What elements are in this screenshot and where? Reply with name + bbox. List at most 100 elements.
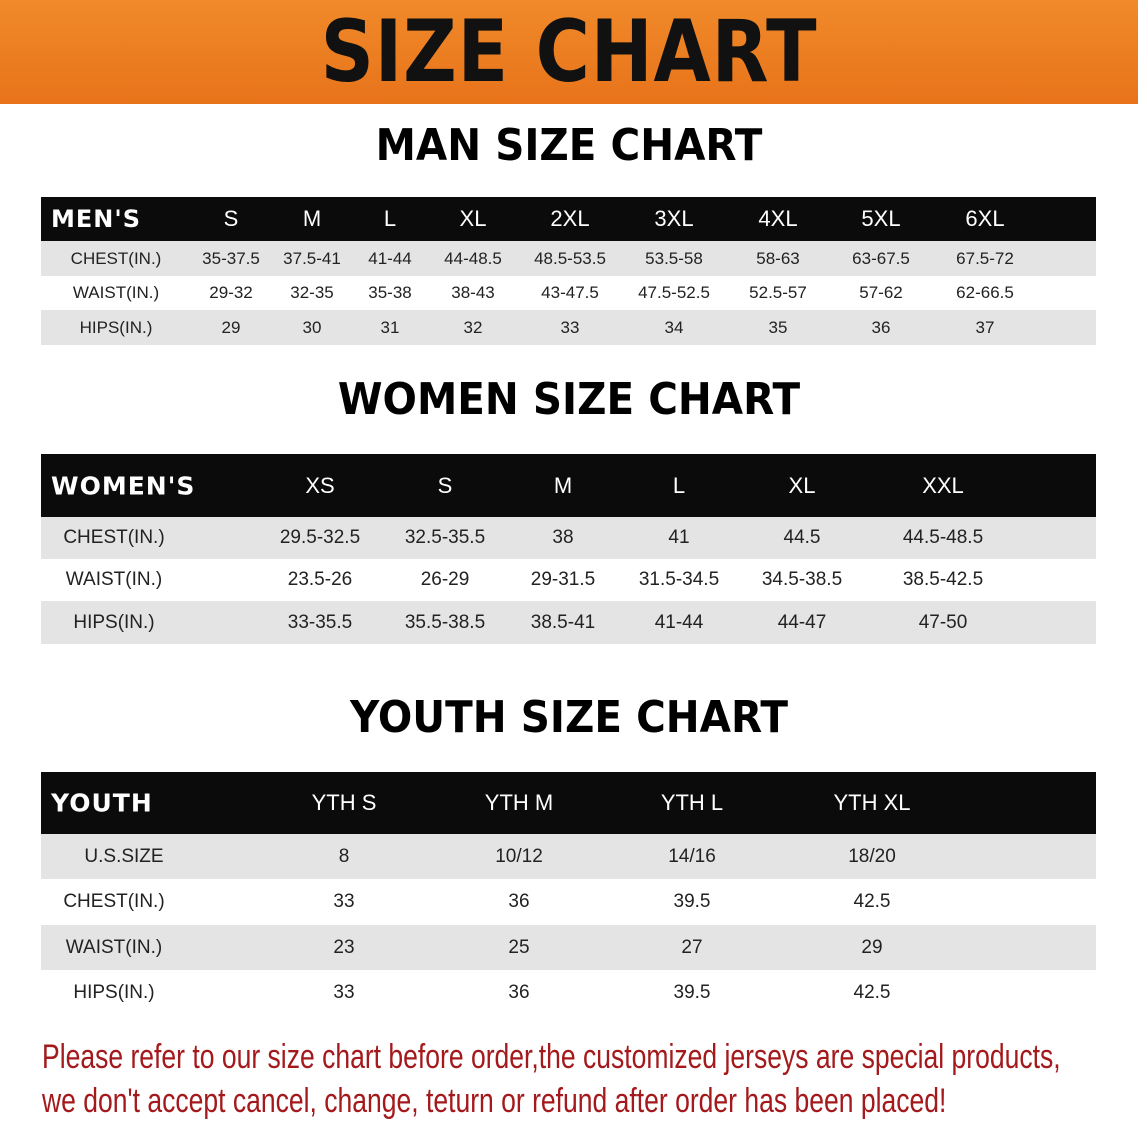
measurement-cell: 47.5-52.5 <box>638 283 710 302</box>
measurement-cell: 38.5-41 <box>530 611 596 633</box>
row-label: HIPS(IN.) <box>73 981 155 1003</box>
women-table-row: HIPS(IN.) 33-35.5 35.5-38.5 38.5-41 41-44 44-… <box>41 601 1096 644</box>
measurement-cell: 10/12 <box>495 845 543 867</box>
banner-title: SIZE CHART <box>320 2 818 102</box>
measurement-cell: 38-43 <box>451 283 495 302</box>
row-label: HIPS(IN.) <box>79 317 153 337</box>
men-header-row: MEN'S S M L XL 2XL 3XL 4XL 5XL 6XL <box>41 197 1096 241</box>
youth-table-row: U.S.SIZE 8 10/12 14/16 18/20 <box>41 834 1096 879</box>
women-header-row: WOMEN'S XS S M L XL XXL <box>41 454 1096 517</box>
row-label: WAIST(IN.) <box>65 569 163 590</box>
measurement-cell: 41-44 <box>368 248 412 268</box>
measurement-cell: 43-47.5 <box>541 283 599 302</box>
measurement-cell: 36 <box>508 981 530 1003</box>
measurement-cell: 47-50 <box>918 611 968 633</box>
youth-section-title: YOUTH SIZE CHART <box>350 692 788 743</box>
measurement-cell: 37 <box>975 317 995 337</box>
women-header-label: WOMEN'S <box>51 471 196 500</box>
measurement-cell: 62-66.5 <box>956 283 1014 302</box>
size-header: S <box>223 206 239 231</box>
measurement-cell: 57-62 <box>859 283 903 302</box>
measurement-cell: 33-35.5 <box>287 611 353 633</box>
size-header: XS <box>305 472 335 498</box>
youth-size-table: YOUTH YTH S YTH M YTH L YTH XL U.S.SIZE 8 10/12… <box>41 772 1096 1015</box>
notice-line-2: we don't accept cancel, change, teturn o… <box>42 1082 947 1120</box>
measurement-cell: 39.5 <box>673 981 711 1003</box>
size-header: YTH S <box>311 790 377 815</box>
women-section-title: WOMEN SIZE CHART <box>337 374 801 425</box>
women-size-table: WOMEN'S XS S M L XL XXL CHEST(IN.) 29.5-32.5 32.5… <box>41 454 1096 644</box>
measurement-cell: 42.5 <box>853 981 891 1003</box>
measurement-cell: 18/20 <box>848 845 896 867</box>
measurement-cell: 26-29 <box>420 569 470 590</box>
size-header: XXL <box>922 472 964 498</box>
notice-line-1: Please refer to our size chart before or… <box>42 1038 1061 1076</box>
measurement-cell: 36 <box>871 317 891 337</box>
measurement-cell: 53.5-58 <box>645 248 703 268</box>
measurement-cell: 33 <box>333 981 355 1003</box>
measurement-cell: 36 <box>508 891 530 912</box>
measurement-cell: 52.5-57 <box>749 283 807 302</box>
measurement-cell: 41-44 <box>654 611 704 633</box>
youth-header-row: YOUTH YTH S YTH M YTH L YTH XL <box>41 772 1096 834</box>
size-header: YTH L <box>660 790 724 815</box>
size-header: 2XL <box>550 206 590 231</box>
size-header: 6XL <box>965 206 1005 231</box>
measurement-cell: 29 <box>861 936 883 958</box>
size-header: 3XL <box>654 206 694 231</box>
measurement-cell: 34 <box>664 317 684 337</box>
measurement-cell: 44.5-48.5 <box>902 527 984 548</box>
measurement-cell: 44-47 <box>777 611 827 633</box>
measurement-cell: 30 <box>302 317 322 337</box>
measurement-cell: 44.5 <box>783 527 821 548</box>
row-label: CHEST(IN.) <box>63 891 165 912</box>
men-section-title: MAN SIZE CHART <box>375 120 763 171</box>
row-label: WAIST(IN.) <box>72 283 160 302</box>
measurement-cell: 25 <box>508 936 530 958</box>
size-header: YTH XL <box>833 790 911 815</box>
measurement-cell: 38.5-42.5 <box>902 569 984 590</box>
women-table-row: CHEST(IN.) 29.5-32.5 32.5-35.5 38 41 44.5 44.5… <box>41 517 1096 559</box>
measurement-cell: 29 <box>221 317 241 337</box>
measurement-cell: 29-32 <box>209 283 253 302</box>
measurement-cell: 39.5 <box>673 891 711 912</box>
measurement-cell: 29.5-32.5 <box>279 527 361 548</box>
youth-header-label: YOUTH <box>51 788 153 818</box>
youth-table-row: WAIST(IN.) 23 25 27 29 <box>41 925 1096 970</box>
measurement-cell: 23 <box>333 936 355 958</box>
measurement-cell: 44-48.5 <box>444 248 502 268</box>
youth-table-row: CHEST(IN.) 33 36 39.5 42.5 <box>41 879 1096 925</box>
men-table-row: CHEST(IN.) 35-37.5 37.5-41 41-44 44-48.5 48.5… <box>41 241 1096 276</box>
size-header: L <box>383 206 397 231</box>
measurement-cell: 34.5-38.5 <box>761 569 843 590</box>
measurement-cell: 35 <box>768 317 788 337</box>
measurement-cell: 35.5-38.5 <box>404 611 486 633</box>
banner: SIZE CHART <box>0 0 1138 104</box>
row-label: WAIST(IN.) <box>65 936 163 958</box>
women-table-row: WAIST(IN.) 23.5-26 26-29 29-31.5 31.5-34.5 34… <box>41 559 1096 601</box>
measurement-cell: 58-63 <box>756 248 800 268</box>
measurement-cell: 14/16 <box>668 845 716 867</box>
measurement-cell: 31 <box>380 317 400 337</box>
row-label: HIPS(IN.) <box>73 611 155 633</box>
size-header: L <box>672 472 686 498</box>
measurement-cell: 31.5-34.5 <box>638 569 720 590</box>
measurement-cell: 32-35 <box>290 283 334 302</box>
size-header: S <box>437 472 453 498</box>
size-header: XL <box>459 206 487 231</box>
row-label: CHEST(IN.) <box>63 527 165 548</box>
measurement-cell: 33 <box>560 317 580 337</box>
measurement-cell: 32 <box>463 317 483 337</box>
measurement-cell: 23.5-26 <box>287 569 353 590</box>
measurement-cell: 27 <box>681 936 703 958</box>
men-size-table: MEN'S S M L XL 2XL 3XL 4XL 5XL 6XL CHEST(IN.) 35-37… <box>41 197 1096 345</box>
measurement-cell: 67.5-72 <box>956 248 1014 268</box>
size-header: YTH M <box>484 790 554 815</box>
size-header: XL <box>788 472 816 498</box>
size-header: 4XL <box>758 206 798 231</box>
youth-table-row: HIPS(IN.) 33 36 39.5 42.5 <box>41 970 1096 1015</box>
measurement-cell: 37.5-41 <box>283 248 341 268</box>
measurement-cell: 41 <box>668 527 690 548</box>
measurement-cell: 8 <box>338 845 350 867</box>
measurement-cell: 48.5-53.5 <box>534 248 606 268</box>
